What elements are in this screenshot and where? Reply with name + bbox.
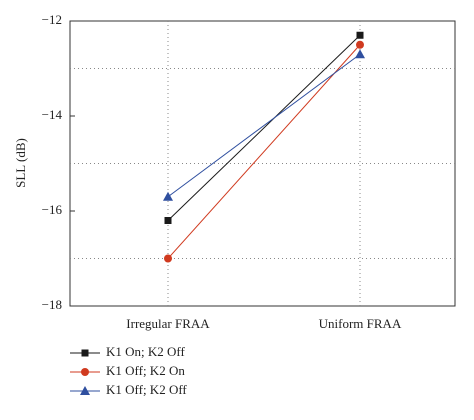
series-line (167, 53, 361, 198)
marker (163, 191, 173, 201)
legend-label: K1 Off; K2 On (106, 363, 185, 378)
y-tick-label: −16 (42, 202, 63, 217)
legend-label: K1 On; K2 Off (106, 344, 186, 359)
marker (80, 386, 90, 395)
marker (81, 368, 89, 376)
marker (355, 49, 365, 59)
marker (356, 31, 364, 39)
y-axis-label: SLL (dB) (13, 138, 28, 188)
y-tick-label: −18 (42, 297, 62, 312)
marker (164, 217, 172, 224)
x-tick-label: Uniform FRAA (319, 316, 402, 331)
x-tick-label: Irregular FRAA (126, 316, 210, 331)
marker (164, 254, 172, 263)
marker (356, 40, 364, 49)
marker (81, 349, 89, 357)
series-line (167, 44, 361, 259)
legend-label: K1 Off; K2 Off (106, 382, 187, 397)
y-tick-label: −14 (42, 107, 63, 122)
series-line (167, 34, 361, 221)
y-tick-label: −12 (42, 12, 62, 27)
